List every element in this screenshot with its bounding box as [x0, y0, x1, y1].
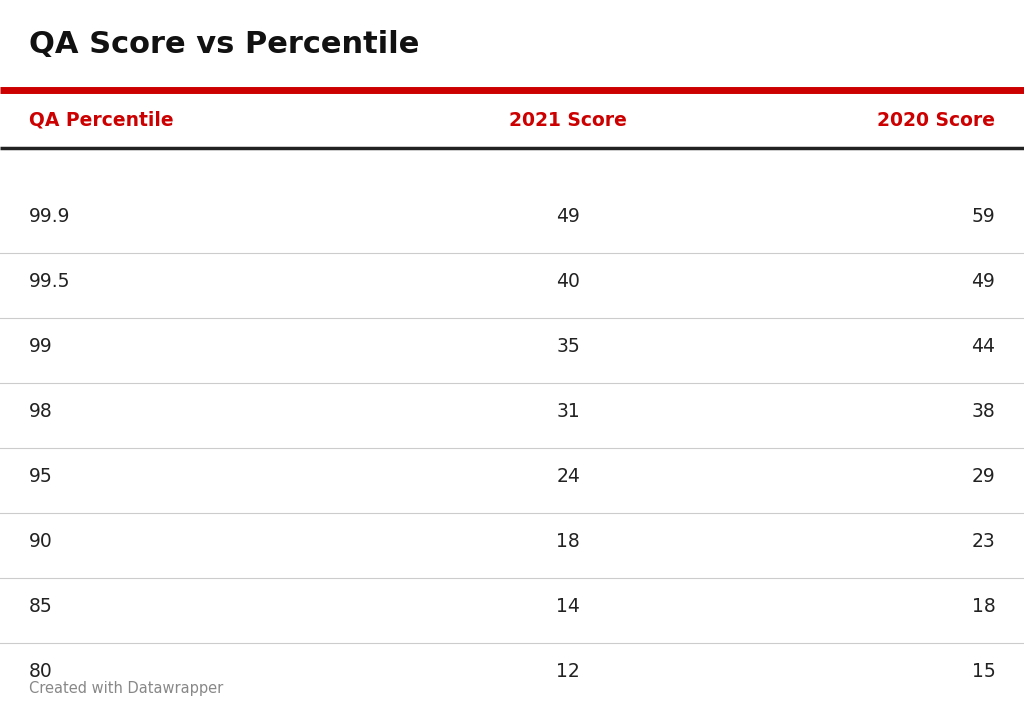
Text: 2021 Score: 2021 Score: [509, 111, 628, 129]
Text: 35: 35: [556, 337, 581, 356]
Text: 90: 90: [29, 532, 52, 551]
Text: 59: 59: [972, 207, 995, 226]
Text: 38: 38: [972, 403, 995, 421]
Text: 29: 29: [972, 467, 995, 486]
Text: 99: 99: [29, 337, 52, 356]
Text: 18: 18: [556, 532, 581, 551]
Text: 49: 49: [972, 272, 995, 291]
Text: 99.9: 99.9: [29, 207, 71, 226]
Text: 99.5: 99.5: [29, 272, 71, 291]
Text: 40: 40: [556, 272, 581, 291]
Text: 31: 31: [556, 403, 581, 421]
Text: 23: 23: [972, 532, 995, 551]
Text: 24: 24: [556, 467, 581, 486]
Text: 98: 98: [29, 403, 52, 421]
Text: 15: 15: [972, 662, 995, 681]
Text: 14: 14: [556, 597, 581, 616]
Text: QA Percentile: QA Percentile: [29, 111, 173, 129]
Text: 95: 95: [29, 467, 52, 486]
Text: 2020 Score: 2020 Score: [878, 111, 995, 129]
Text: 18: 18: [972, 597, 995, 616]
Text: 80: 80: [29, 662, 52, 681]
Text: Created with Datawrapper: Created with Datawrapper: [29, 681, 223, 696]
Text: QA Score vs Percentile: QA Score vs Percentile: [29, 30, 419, 59]
Text: 44: 44: [972, 337, 995, 356]
Text: 85: 85: [29, 597, 52, 616]
Text: 49: 49: [556, 207, 581, 226]
Text: 12: 12: [556, 662, 581, 681]
